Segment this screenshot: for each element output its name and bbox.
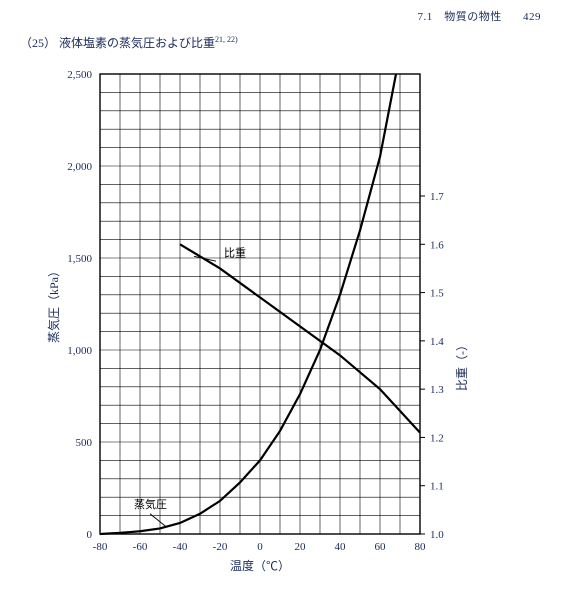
figure-number: （25） bbox=[20, 36, 56, 50]
svg-text:-40: -40 bbox=[173, 541, 188, 553]
svg-text:1,000: 1,000 bbox=[67, 345, 92, 357]
svg-text:1.1: 1.1 bbox=[430, 481, 444, 493]
svg-text:60: 60 bbox=[375, 541, 387, 553]
svg-text:0: 0 bbox=[257, 541, 263, 553]
svg-text:-60: -60 bbox=[133, 541, 148, 553]
svg-text:1.0: 1.0 bbox=[430, 529, 444, 541]
svg-text:1.2: 1.2 bbox=[430, 432, 444, 444]
svg-text:1.4: 1.4 bbox=[430, 336, 444, 348]
page-header: 7.1 物質の物性 429 bbox=[418, 8, 542, 24]
section-label: 7.1 物質の物性 bbox=[418, 11, 502, 23]
svg-text:40: 40 bbox=[335, 541, 347, 553]
svg-text:比重（-）: 比重（-） bbox=[455, 339, 469, 391]
svg-text:1,500: 1,500 bbox=[67, 253, 92, 265]
svg-text:80: 80 bbox=[415, 541, 427, 553]
figure-citation: 21, 22) bbox=[215, 35, 238, 44]
svg-text:蒸気圧（kPa）: 蒸気圧（kPa） bbox=[46, 265, 61, 343]
svg-text:20: 20 bbox=[295, 541, 307, 553]
svg-text:温度（℃）: 温度（℃） bbox=[230, 558, 290, 573]
svg-text:2,000: 2,000 bbox=[67, 161, 92, 173]
svg-text:0: 0 bbox=[87, 529, 93, 541]
page-number: 429 bbox=[523, 11, 541, 23]
svg-text:1.5: 1.5 bbox=[430, 288, 444, 300]
figure-text: 液体塩素の蒸気圧および比重 bbox=[59, 36, 215, 50]
svg-text:2,500: 2,500 bbox=[67, 69, 92, 81]
svg-text:-20: -20 bbox=[213, 541, 228, 553]
svg-text:蒸気圧: 蒸気圧 bbox=[134, 497, 167, 511]
chart: -80 -60 -40 -20 0 20 40 60 80 0 500 1,000 1,500 2,000… bbox=[38, 66, 538, 611]
figure-title: （25） 液体塩素の蒸気圧および比重21, 22) bbox=[20, 34, 238, 51]
svg-text:500: 500 bbox=[76, 437, 93, 449]
svg-text:1.7: 1.7 bbox=[430, 191, 444, 203]
svg-text:-80: -80 bbox=[93, 541, 108, 553]
chart-svg: -80 -60 -40 -20 0 20 40 60 80 0 500 1,000 1,500 2,000… bbox=[38, 66, 538, 606]
svg-text:1.6: 1.6 bbox=[430, 239, 444, 251]
svg-text:1.3: 1.3 bbox=[430, 384, 444, 396]
svg-text:比重: 比重 bbox=[224, 245, 246, 259]
